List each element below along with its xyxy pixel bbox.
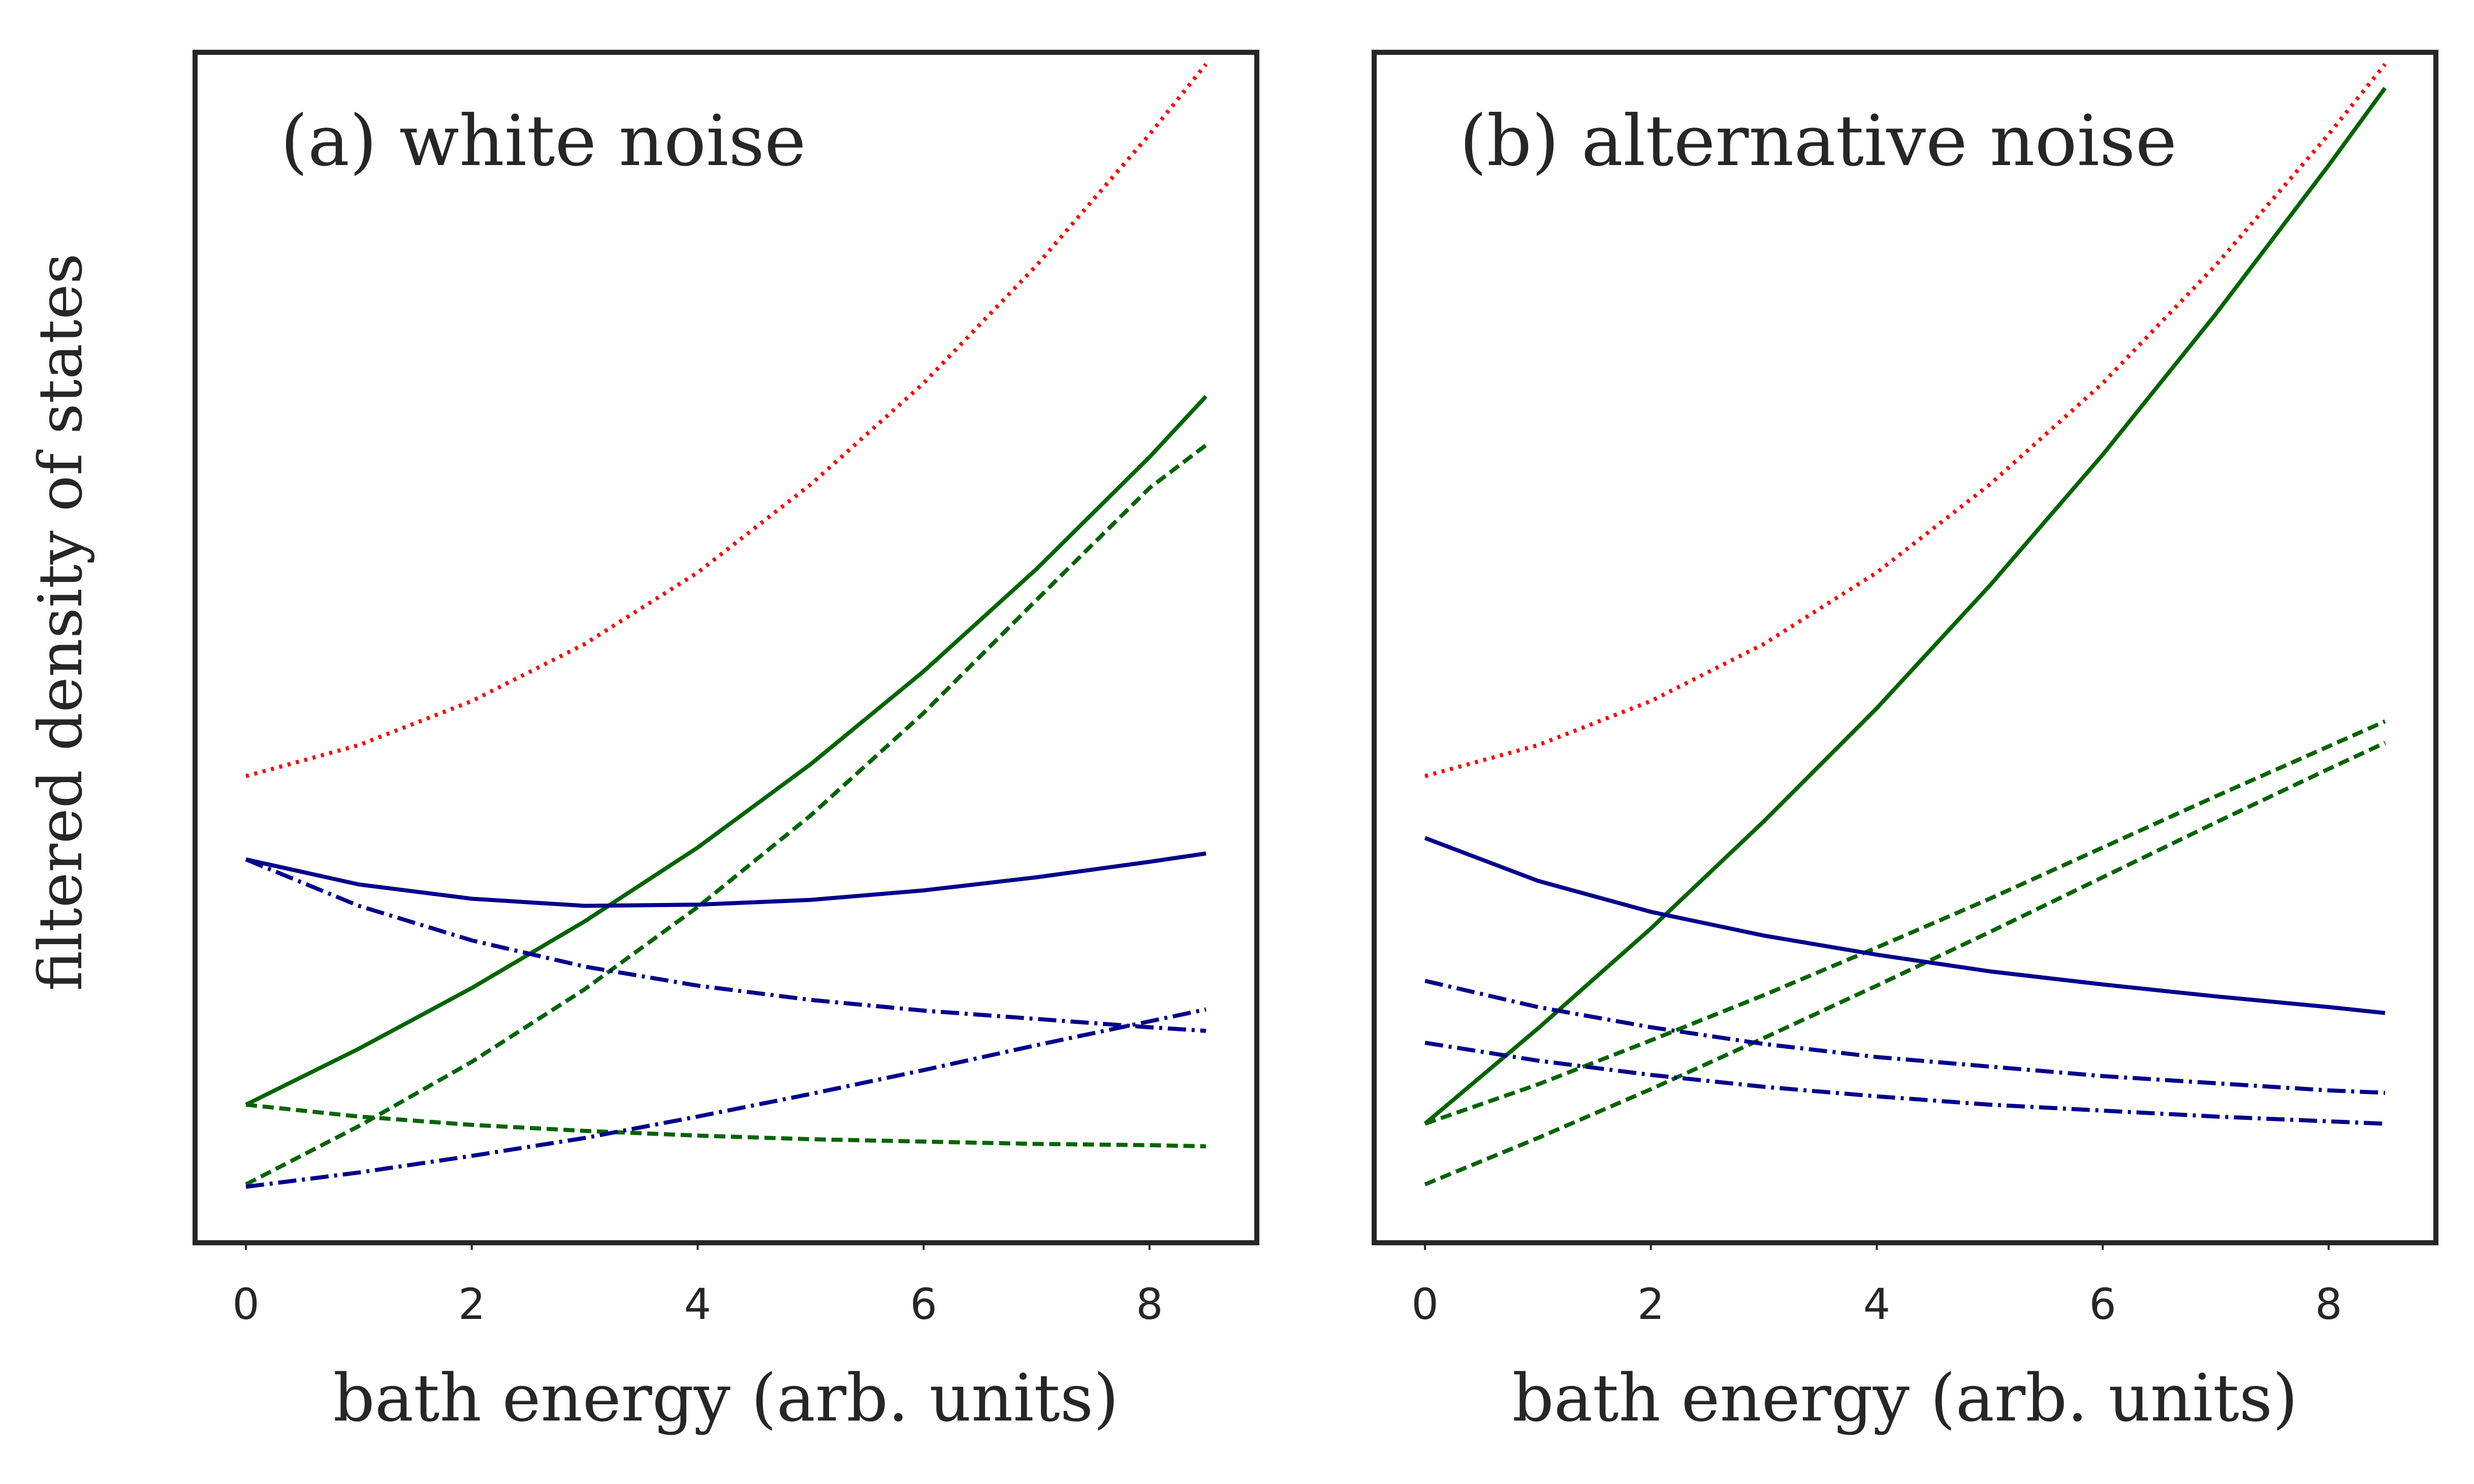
series-blue-solid-line <box>245 851 1207 908</box>
panel-a-series <box>245 62 1208 1189</box>
x-tick-label: 4 <box>1863 1279 1890 1329</box>
x-tick-label: 2 <box>458 1279 485 1329</box>
panel-b-frame <box>1372 50 2438 1245</box>
series-green-dashed-a-line <box>245 443 1208 1186</box>
series-blue-dash-dot-b-line <box>245 1007 1207 1189</box>
panel-a-title: (a) white noise <box>280 100 806 182</box>
panel-a-frame <box>193 50 1259 1245</box>
series-blue-dash-dot-a-line <box>1424 979 2386 1095</box>
y-axis-label: filtered density of states <box>25 253 96 991</box>
panel-b-x-axis-label: bath energy (arb. units) <box>1512 1361 2298 1436</box>
series-green-dashed-a-line <box>1424 719 2386 1126</box>
x-tick-label: 6 <box>2089 1279 2116 1329</box>
x-tick-label: 4 <box>684 1279 711 1329</box>
series-green-solid-line <box>1423 86 2387 1125</box>
panel-b-x-ticks: 0 2 4 6 8 <box>1411 1243 2342 1329</box>
series-blue-solid-line <box>1424 836 2386 1015</box>
x-tick-label: 0 <box>232 1279 259 1329</box>
panel-a-x-axis-label: bath energy (arb. units) <box>333 1361 1119 1436</box>
x-tick-label: 0 <box>1411 1279 1438 1329</box>
x-tick-label: 6 <box>910 1279 937 1329</box>
panel-b-series <box>1423 62 2387 1186</box>
series-blue-dash-dot-b-line <box>1424 1041 2386 1126</box>
series-green-dashed-b-line <box>245 1103 1206 1149</box>
panel-a-x-ticks: 0 2 4 6 8 <box>232 1243 1163 1329</box>
series-blue-dash-dot-a-line <box>245 857 1207 1033</box>
series-red-dotted-line <box>1424 62 2387 779</box>
panel-b-alternative-noise: 0 2 4 6 8 (b) alternative noise bath energy … <box>1372 50 2438 1436</box>
series-green-solid-line <box>245 395 1208 1107</box>
x-tick-label: 8 <box>1136 1279 1163 1329</box>
panel-a-white-noise: 0 2 4 6 8 (a) white noise bath energy (arb. … <box>193 50 1259 1436</box>
series-green-dashed-b-line <box>1424 740 2386 1186</box>
series-red-dotted-line <box>245 62 1208 779</box>
x-tick-label: 2 <box>1637 1279 1664 1329</box>
x-tick-label: 8 <box>2315 1279 2342 1329</box>
panel-b-title: (b) alternative noise <box>1460 100 2177 182</box>
